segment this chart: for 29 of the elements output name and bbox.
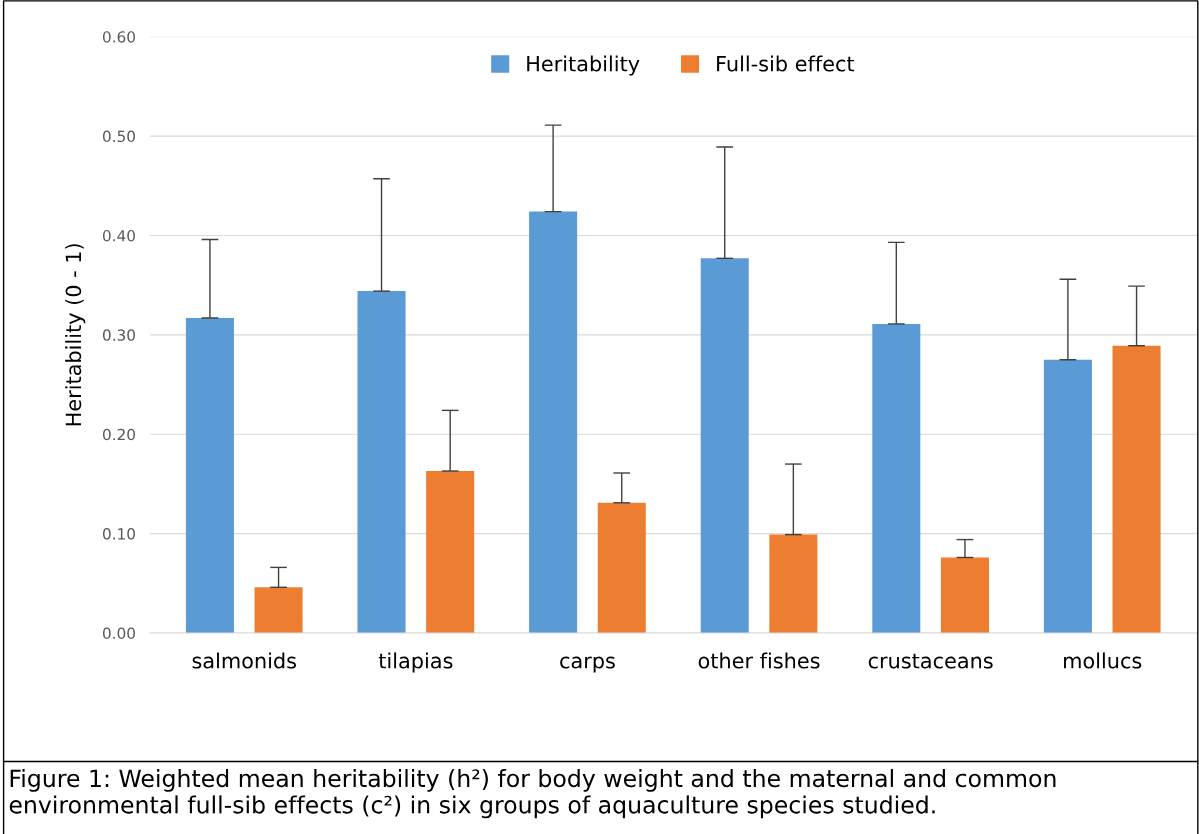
y-tick-label: 0.10 — [102, 528, 135, 540]
y-tick-label: 0.40 — [102, 229, 135, 242]
y-tick-label: 0.30 — [102, 329, 135, 341]
y-tick-label: 0.60 — [102, 31, 135, 43]
caption: Figure 1: Weighted mean heritability (h²) for body weight and the maternal and common environmental full-sib effects (c²) in six groups of aquaculture species studied. — [9, 768, 1056, 819]
bar — [1043, 359, 1092, 634]
bar — [940, 557, 989, 634]
bar — [700, 258, 749, 634]
y-tick-label: 0.50 — [102, 130, 135, 143]
bar — [872, 323, 921, 634]
bar — [185, 317, 234, 634]
bar — [769, 534, 818, 634]
bar — [254, 587, 303, 634]
legend-label: Full-sib effect — [717, 55, 855, 72]
bar — [597, 502, 646, 634]
y-tick-label: 0.00 — [102, 627, 135, 640]
x-tick-label: tilapias — [378, 652, 453, 673]
x-tick-label: salmonids — [192, 652, 296, 669]
y-axis-title: Heritability (0 - 1) — [65, 244, 86, 426]
x-tick-label: mollucs — [1064, 652, 1142, 669]
bar — [426, 471, 475, 634]
y-tick-label: 0.20 — [102, 428, 135, 441]
bar — [1112, 345, 1161, 634]
x-tick-label: crustaceans — [868, 653, 993, 669]
x-tick-label: other fishes — [698, 652, 820, 669]
bar — [357, 291, 406, 634]
bar — [529, 211, 578, 634]
legend-label: Heritability — [527, 55, 640, 76]
x-tick-label: carps — [560, 656, 615, 673]
